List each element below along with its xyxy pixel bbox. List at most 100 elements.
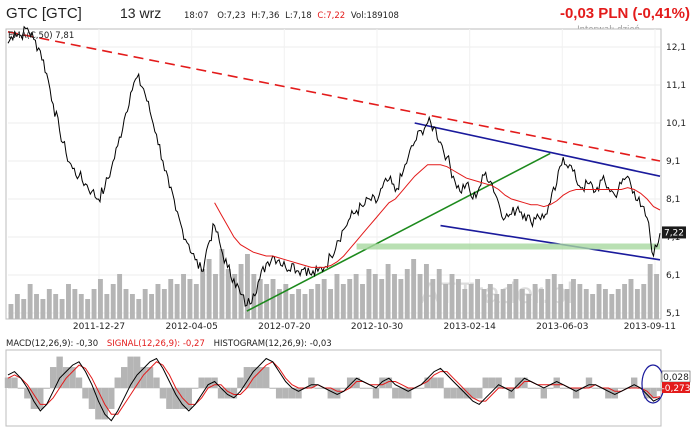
macd-histogram	[4, 356, 664, 420]
volume-bar	[615, 289, 621, 319]
histogram-bar	[521, 377, 528, 388]
volume-bar	[462, 289, 468, 319]
histogram-bar	[166, 388, 173, 409]
histogram-bar	[49, 367, 57, 388]
volume-bar	[66, 284, 71, 319]
histogram-bar	[463, 388, 470, 399]
histogram-bar	[585, 377, 593, 388]
last-value-text: 7,22	[664, 228, 684, 238]
histogram-bar	[275, 388, 283, 399]
volume-bar	[168, 279, 174, 319]
ema-line	[214, 164, 661, 268]
signal-label: SIGNAL(12,26,9): -0,27	[107, 339, 205, 349]
macd-legend: MACD(12,26,9): -0,30 SIGNAL(12,26,9): -0…	[6, 339, 332, 349]
histogram-bar	[69, 367, 76, 388]
time-value: 18:07	[184, 11, 209, 21]
close-label: C:	[317, 11, 326, 21]
volume-bar	[436, 269, 442, 319]
volume-label: Vol:	[351, 11, 367, 21]
volume-bar	[494, 294, 500, 319]
volume-bar	[283, 284, 289, 319]
volume-bar	[245, 254, 250, 319]
volume-bar	[404, 269, 410, 319]
histogram-bar	[385, 377, 393, 388]
volume-bar	[577, 284, 583, 319]
histogram-bar	[204, 377, 212, 388]
volume-bar	[46, 289, 52, 319]
volume-bar	[213, 274, 218, 319]
volume-bar	[104, 294, 110, 319]
histogram-bar	[456, 388, 464, 399]
low-label: L:	[285, 11, 293, 21]
volume-bar	[257, 279, 263, 319]
trend-lines	[7, 31, 661, 312]
volume-bar	[449, 274, 455, 319]
histogram-bar	[43, 388, 50, 389]
volume-bar	[481, 289, 487, 319]
histogram-bar	[372, 388, 380, 399]
volume-bar	[353, 274, 359, 319]
macd-bottom-tag-bg	[662, 382, 690, 393]
histogram-bar	[133, 356, 141, 388]
volume-bar	[142, 289, 148, 319]
histogram-bar	[121, 367, 128, 388]
histogram-bar	[185, 388, 192, 409]
x-tick-label: 2011-12-27	[73, 322, 125, 332]
volume-bar	[321, 279, 327, 319]
histogram-bar	[217, 388, 225, 399]
volume-bar	[117, 274, 123, 319]
histogram-bar	[437, 377, 444, 388]
histogram-bar	[282, 388, 289, 399]
blue-channel-lower	[440, 224, 661, 261]
histogram-bar	[146, 367, 154, 388]
histogram-bar	[572, 388, 580, 399]
ticker-label: GTC [GTC]	[6, 5, 82, 22]
histogram-bar	[211, 377, 218, 388]
volume-bar	[14, 294, 20, 319]
volume-bars	[8, 249, 659, 319]
volume-bar	[136, 299, 142, 319]
volume-bar	[53, 294, 59, 319]
x-tick-label: 2013-06-03	[536, 322, 588, 332]
volume-bar	[558, 284, 564, 319]
histogram-bar	[656, 388, 664, 392]
histogram-bar	[514, 377, 522, 388]
macd-top-tag: 0,028	[661, 370, 691, 383]
histogram-bar	[540, 388, 547, 399]
volume-bar	[628, 279, 634, 319]
volume-bar	[334, 274, 340, 319]
histogram-label: HISTOGRAM(12,26,9): -0,03	[214, 339, 332, 349]
histogram-bar	[82, 388, 89, 399]
histogram-bar	[11, 377, 18, 388]
histogram-bar	[224, 388, 231, 399]
histogram-bar	[95, 388, 102, 420]
price-line	[7, 25, 661, 307]
volume-bar	[532, 284, 538, 319]
volume-bar	[149, 294, 155, 319]
price-change: -0,03 PLN (-0,41%)	[560, 5, 690, 22]
volume-bar	[500, 289, 506, 319]
histogram-bar	[469, 388, 476, 399]
volume-bar	[641, 284, 647, 319]
last-value-tag-bg	[662, 226, 686, 239]
volume-bar	[193, 284, 199, 319]
volume-bar	[596, 284, 602, 319]
volume-bar	[27, 284, 33, 319]
volume-bar	[609, 294, 615, 319]
y-tick-label: 9,1	[666, 157, 680, 167]
volume-bar	[270, 279, 276, 319]
histogram-bar	[56, 356, 63, 388]
volume-bar	[519, 289, 525, 319]
volume-bar	[296, 289, 302, 319]
volume-bar	[507, 284, 512, 319]
volume-bar	[161, 289, 167, 319]
volume-bar	[232, 274, 238, 319]
histogram-bar	[605, 388, 612, 399]
macd-panel: MACD(12,26,9): -0,30 SIGNAL(12,26,9): -0…	[4, 339, 691, 427]
volume-bar	[347, 279, 353, 319]
volume-bar	[430, 279, 436, 319]
x-tick-label: 2012-10-30	[351, 322, 404, 332]
macd-bottom-value: -0,273	[661, 384, 690, 394]
histogram-bar	[198, 377, 205, 388]
histogram-bar	[327, 388, 334, 399]
